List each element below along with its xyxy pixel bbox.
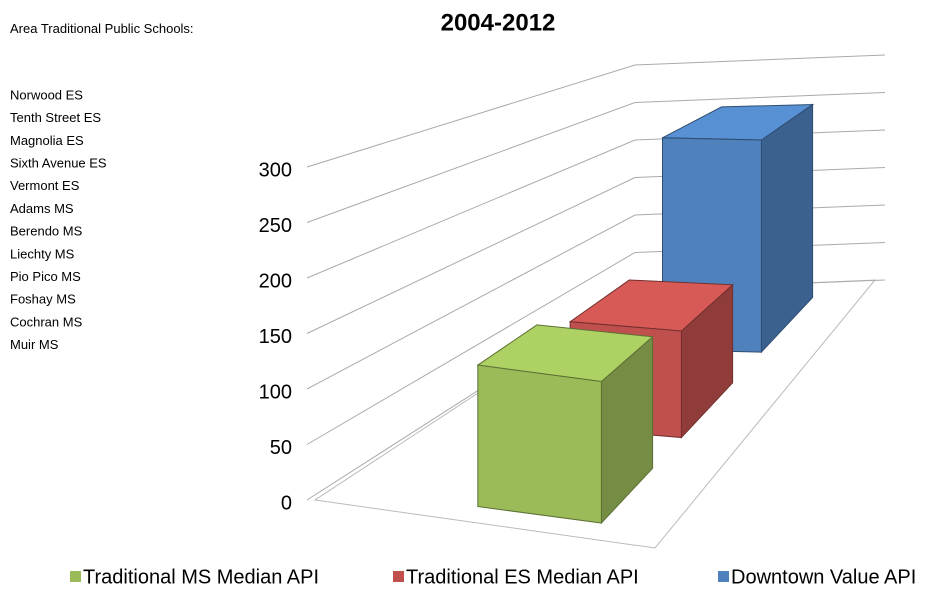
school: Muir MS (10, 337, 59, 352)
note-box: Area Traditional Public Schools: (10, 21, 194, 36)
y-tick-label: 50 (270, 437, 292, 459)
note: Area Traditional Public Schools: (10, 21, 194, 36)
y-tick-label: 300 (259, 159, 292, 181)
legend-swatch (393, 571, 404, 582)
bar-side (760, 103, 814, 354)
school: Foshay MS (10, 292, 76, 307)
school: Vermont ES (10, 178, 80, 193)
school: Adams MS (10, 201, 74, 216)
grid-line (306, 92, 886, 223)
legend-swatch (70, 571, 81, 582)
y-tick-label: 250 (259, 215, 292, 237)
grid-line (306, 54, 886, 168)
school: Magnolia ES (10, 133, 84, 148)
legend-label: Traditional MS Median API (83, 566, 319, 588)
chart-title: 2004-2012 (441, 9, 556, 36)
bar (476, 324, 654, 525)
school: Sixth Avenue ES (10, 156, 107, 171)
school: Berendo MS (10, 224, 83, 239)
school: Pio Pico MS (10, 269, 81, 284)
school: Tenth Street ES (10, 110, 101, 125)
school: Cochran MS (10, 314, 83, 329)
y-tick-label: 100 (259, 381, 292, 403)
school: Norwood ES (10, 87, 83, 102)
y-tick-label: 150 (259, 326, 292, 348)
y-tick-label: 200 (259, 270, 292, 292)
legend-label: Downtown Value API (731, 566, 916, 588)
legend-label: Traditional ES Median API (406, 566, 639, 588)
bar-front (477, 364, 602, 524)
y-tick-label: 0 (281, 492, 292, 514)
legend-swatch (718, 571, 729, 582)
school: Liechty MS (10, 246, 75, 261)
